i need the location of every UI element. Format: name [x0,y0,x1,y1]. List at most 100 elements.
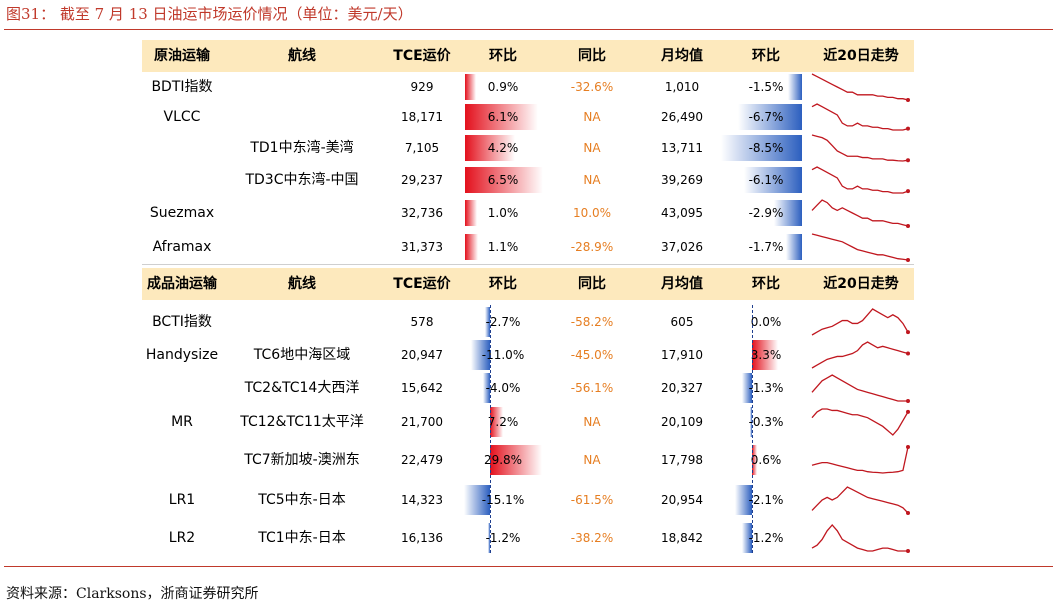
product-row-1-yoy: -45.0% [570,348,614,362]
crude-row-4-wow-bar [465,200,477,226]
product-row-4-yoy: NA [583,453,601,467]
product-row-5-avgchg-bar [735,485,752,515]
crude-row-5-wow-bar [465,234,479,260]
crude-row-1-wow-value: 6.1% [487,110,519,124]
product-row-5-route: TC5中东-日本 [258,492,346,508]
product-row-0-trend [811,308,910,336]
product-header-2: TCE运价 [393,276,451,292]
crude-row-3-trend-last-point [906,189,910,194]
product-row-1-avg: 17,910 [661,348,703,362]
crude-row-2-avgchg-bar [721,135,802,161]
product-row-3-trend-last-point [906,409,910,414]
crude-row-0-trend [811,73,910,102]
crude-row-5-tce: 31,373 [401,240,443,254]
crude-row-0-name: BDTI指数 [151,79,213,95]
product-row-0-avgchg-value: 0.0% [750,315,782,329]
product-row-5-trend-last-point [906,511,910,515]
product-row-6-yoy: -38.2% [570,531,614,545]
product-row-5-wow-bar [463,485,490,515]
crude-row-3-route: TD3C中东湾-中国 [245,172,359,188]
crude-row-2-trend-last-point [906,158,910,163]
product-row-2-name [142,378,222,398]
product-row-2-route: TC2&TC14大西洋 [244,380,360,396]
section-separator [142,264,914,265]
crude-row-1-trend-last-point [906,126,910,131]
crude-row-4-avg: 43,095 [661,206,703,220]
crude-header-5: 月均值 [661,48,703,64]
product-row-4-name [142,450,222,470]
product-row-2-avgchg-value: -1.3% [748,381,784,395]
crude-row-1-route [222,107,382,127]
product-row-5-trend [811,486,910,515]
crude-header-7: 近20日走势 [823,48,899,64]
product-row-2-wow-bar [483,373,490,403]
product-row-6-trend-line [811,524,908,552]
product-row-6-name: LR2 [168,530,196,546]
crude-row-0-avg: 1,010 [664,80,700,94]
product-row-1-tce: 20,947 [401,348,443,362]
crude-row-4-wow-value: 1.0% [487,206,519,220]
product-row-2-avg: 20,327 [661,381,703,395]
product-row-6-trend-last-point [906,549,910,553]
product-row-1-wow-value: -11.0% [481,348,525,362]
crude-row-4-yoy: 10.0% [572,206,612,220]
product-row-3-route: TC12&TC11太平洋 [240,414,364,430]
product-row-4-avgchg-value: 0.6% [750,453,782,467]
crude-row-1-trend [811,103,910,131]
crude-header-2: TCE运价 [393,48,451,64]
crude-row-2-avgchg-value: -8.5% [748,141,784,155]
crude-row-0-tce: 929 [410,80,434,94]
crude-header-6: 环比 [752,48,780,64]
crude-row-4-trend-line [811,199,909,227]
product-row-3-avg: 20,109 [661,415,703,429]
crude-row-3-trend-line [811,166,909,194]
crude-row-4-tce: 32,736 [401,206,443,220]
product-row-0-route [222,312,382,332]
crude-row-3-avg: 39,269 [661,173,703,187]
product-row-4-route: TC7新加坡-澳洲东 [244,452,360,468]
crude-row-2-wow-bar [465,135,516,161]
product-row-6-tce: 16,136 [401,531,443,545]
product-row-3-tce: 21,700 [401,415,443,429]
product-row-0-trend-last-point [906,330,910,335]
product-row-2-trend-last-point [906,399,910,403]
product-row-0-yoy: -58.2% [570,315,614,329]
product-row-3-name: MR [171,414,193,430]
crude-row-1-avg: 26,490 [661,110,703,124]
product-row-6-trend [811,524,910,553]
crude-row-5-wow-value: 1.1% [487,240,519,254]
crude-row-0-avgchg-bar [787,74,802,100]
product-row-3-avgchg-value: -0.3% [748,415,784,429]
product-row-1-trend-line [811,341,909,369]
crude-row-2-yoy: NA [583,141,601,155]
crude-row-2-tce: 7,105 [404,141,440,155]
product-row-2-avgchg-bar [741,373,752,403]
crude-row-2-avg: 13,711 [661,141,703,155]
product-row-2-trend [811,374,910,403]
product-header-3: 环比 [489,276,517,292]
crude-row-1-avgchg-bar [738,104,802,130]
product-row-2-yoy: -56.1% [570,381,614,395]
product-header-1: 航线 [288,276,316,292]
crude-row-5-trend [811,233,910,262]
footer-divider [4,566,1053,567]
crude-row-4-route [222,203,382,223]
product-row-1-wow-bar [470,340,490,370]
product-row-0-wow-bar [485,307,490,337]
crude-row-3-tce: 29,237 [401,173,443,187]
product-wow-zero-axis [490,305,491,553]
crude-row-4-avgchg-value: -2.9% [748,206,784,220]
crude-row-1-name: VLCC [163,109,201,125]
product-row-3-trend [811,408,910,436]
product-row-4-wow-value: 29.8% [483,453,523,467]
product-row-3-trend-line [811,408,909,436]
product-row-5-avg: 20,954 [661,493,703,507]
product-row-1-route: TC6地中海区域 [253,347,351,363]
product-row-3-wow-bar [490,407,503,437]
product-row-6-wow-bar [487,523,490,553]
crude-row-4-trend-last-point [906,224,910,228]
crude-row-2-name [142,138,222,158]
crude-row-4-name: Suezmax [149,205,215,221]
crude-row-3-yoy: NA [583,173,601,187]
crude-row-2-route: TD1中东湾-美湾 [250,140,354,156]
